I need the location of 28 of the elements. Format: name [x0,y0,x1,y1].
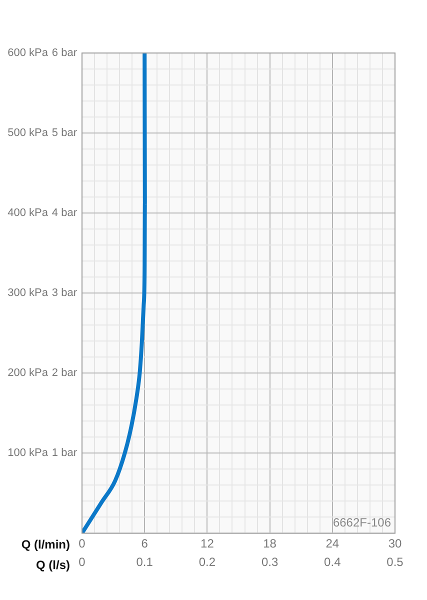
y2-tick-label: 1 bar [52,447,78,460]
y2-tick-label: 6 bar [52,47,78,60]
y2-tick-label: 4 bar [52,207,78,220]
y2-tick-label: 3 bar [52,287,78,300]
x2-tick-label: 0.1 [136,555,154,570]
x-tick-label: 0 [78,536,86,551]
x2-tick-label: 0.3 [261,555,278,570]
x2-tick-label: 0.5 [386,555,404,570]
x-tick-label: 12 [200,536,214,551]
x-axis-title: Q (l/min) [21,538,70,552]
y2-tick-label: 2 bar [52,367,78,380]
y-tick-label: 200 kPa [8,367,49,380]
y-tick-label: 300 kPa [8,287,49,300]
x2-tick-label: 0.4 [324,555,342,570]
y-tick-label: 400 kPa [8,207,49,220]
x-tick-label: 30 [388,536,402,551]
x-tick-label: 6 [141,536,148,551]
annotation: 6662F-106 [332,516,392,530]
line-series [82,53,147,534]
y-tick-label: 600 kPa [8,47,49,60]
x-tick-label: 24 [326,536,340,551]
y-tick-label: 100 kPa [8,447,49,460]
x2-axis-title: Q (l/s) [36,558,70,572]
x2-tick-label: 0.2 [198,555,216,570]
x-tick-label: 18 [263,536,277,551]
x2-tick-label: 0 [78,555,86,570]
y-tick-label: 500 kPa [8,127,49,140]
y2-tick-label: 5 bar [52,127,78,140]
